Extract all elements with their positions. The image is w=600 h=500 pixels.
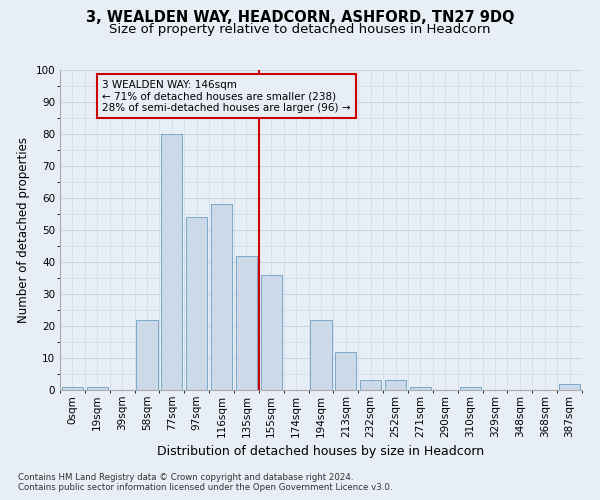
Bar xyxy=(410,387,431,390)
Bar xyxy=(559,384,580,390)
Bar xyxy=(261,275,282,390)
Text: 3 WEALDEN WAY: 146sqm
← 71% of detached houses are smaller (238)
28% of semi-det: 3 WEALDEN WAY: 146sqm ← 71% of detached … xyxy=(102,80,351,113)
Bar xyxy=(62,387,83,390)
Bar xyxy=(87,387,108,390)
Bar xyxy=(136,320,158,390)
Text: Size of property relative to detached houses in Headcorn: Size of property relative to detached ho… xyxy=(109,22,491,36)
Bar xyxy=(385,380,406,390)
Bar xyxy=(161,134,182,390)
Y-axis label: Number of detached properties: Number of detached properties xyxy=(17,137,30,323)
Bar xyxy=(460,387,481,390)
Text: 3, WEALDEN WAY, HEADCORN, ASHFORD, TN27 9DQ: 3, WEALDEN WAY, HEADCORN, ASHFORD, TN27 … xyxy=(86,10,514,25)
Bar xyxy=(335,352,356,390)
Bar xyxy=(360,380,381,390)
Text: Contains public sector information licensed under the Open Government Licence v3: Contains public sector information licen… xyxy=(18,484,392,492)
Text: Contains HM Land Registry data © Crown copyright and database right 2024.: Contains HM Land Registry data © Crown c… xyxy=(18,474,353,482)
Bar xyxy=(186,217,207,390)
X-axis label: Distribution of detached houses by size in Headcorn: Distribution of detached houses by size … xyxy=(157,446,485,458)
Bar xyxy=(310,320,332,390)
Bar xyxy=(236,256,257,390)
Bar xyxy=(211,204,232,390)
